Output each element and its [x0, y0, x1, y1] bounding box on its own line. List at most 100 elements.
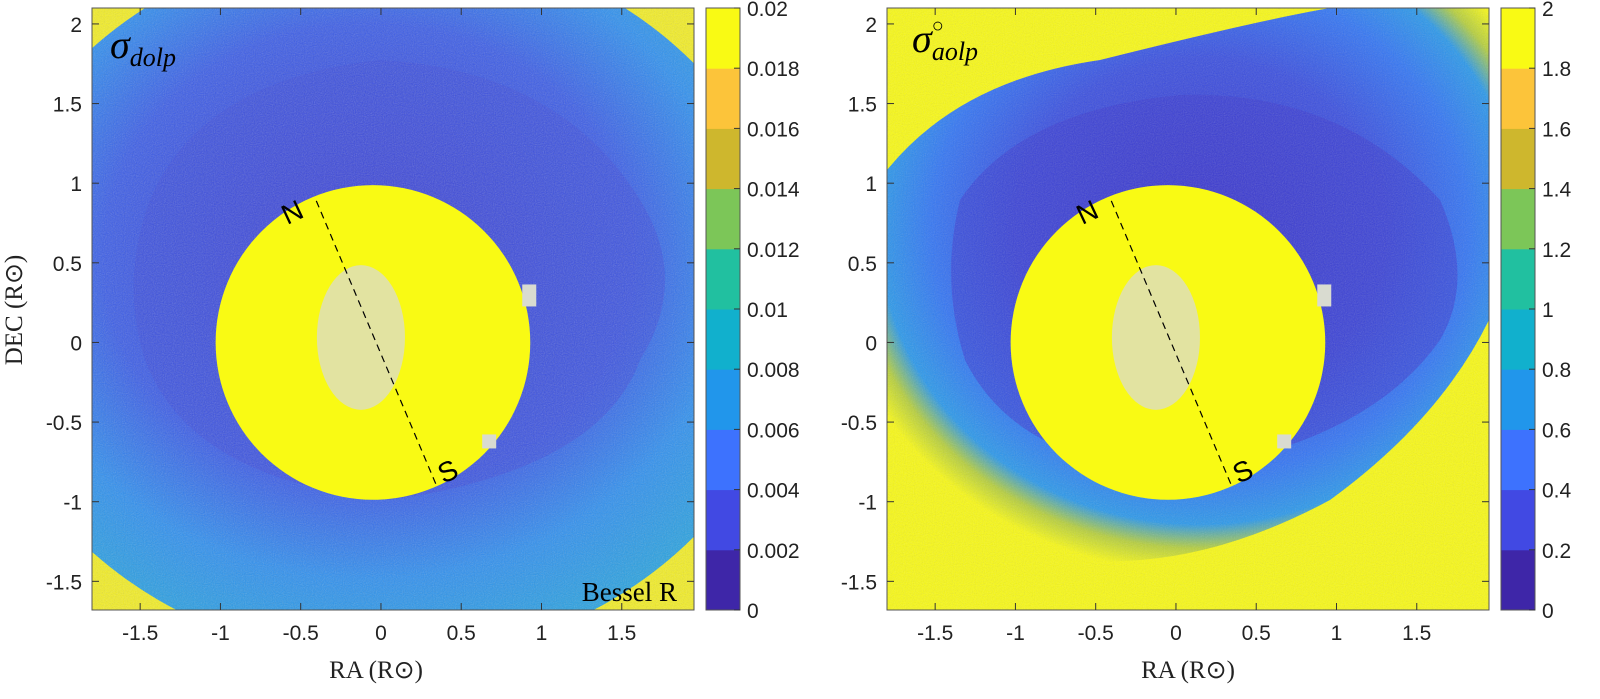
left-x-tick-label: 0 [375, 622, 387, 645]
left-y-tick-label: -0.5 [46, 412, 82, 435]
left-colorbar-tick-label: 0.02 [747, 0, 788, 21]
left-x-tick-label: -0.5 [283, 622, 319, 645]
left-y-tick-label: 0 [70, 332, 82, 355]
left-annotation-subscript: dolp [130, 43, 176, 72]
left-colorbar-level [706, 309, 740, 370]
right-y-tick-label: -1 [858, 492, 877, 515]
left-x-tick-label: -1 [211, 622, 230, 645]
right-colorbar-tick-label: 0 [1542, 600, 1554, 623]
left-colorbar-level [706, 489, 740, 551]
right-colorbar-level [1501, 549, 1535, 611]
right-occulter-arm-lower [1277, 434, 1292, 449]
right-sun-disk: NS [1010, 185, 1332, 500]
left-annotation-symbol: σ [110, 22, 131, 67]
left-x-tick-label: 0.5 [447, 622, 476, 645]
right-x-tick-label: 1.5 [1402, 622, 1431, 645]
left-colorbar-level [706, 68, 740, 129]
right-x-tick-label: -0.5 [1078, 622, 1114, 645]
right-colorbar-tick-label: 0.8 [1542, 359, 1571, 382]
left-band-label: Bessel R [582, 577, 677, 607]
right-colorbar-tick-label: 0.6 [1542, 419, 1571, 442]
right-colorbar-tick-label: 1.4 [1542, 179, 1572, 202]
left-occulter-arm-lower [482, 434, 497, 449]
right-y-tick-label: 1.5 [848, 94, 877, 117]
right-y-tick-label: 0.5 [848, 253, 877, 276]
right-x-tick-label: -1.5 [917, 622, 953, 645]
left-colorbar-tick-label: 0.004 [747, 480, 800, 503]
left-colorbar-tick-label: 0.014 [747, 179, 800, 202]
left-ticks: -1.5 -1 -0.5 0 0.5 1 1.5 -1.5 -1 -0.5 0 0.5 1 1.5 2 [46, 8, 694, 645]
right-colorbar-level [1501, 68, 1535, 129]
left-y-tick-label: -1 [63, 492, 82, 515]
left-colorbar-level [706, 128, 740, 190]
right-colorbar-level [1501, 188, 1535, 250]
left-colorbar-tick-label: 0.008 [747, 359, 800, 382]
left-colorbar-level [706, 369, 740, 430]
left-north-south-axis [315, 200, 437, 485]
right-colorbar-tick-label: 1.6 [1542, 118, 1571, 141]
left-colorbar-tick-label: 0.012 [747, 239, 800, 262]
left-colorbar-level [706, 248, 740, 310]
left-y-axis-label: DEC (R⊙) [1, 255, 28, 366]
right-x-tick-label: -1 [1006, 622, 1025, 645]
right-annotation-superscript: ○ [932, 15, 944, 37]
right-colorbar-tick-label: 0.4 [1542, 480, 1572, 503]
left-colorbar-tick-label: 0.016 [747, 118, 800, 141]
right-heatmap: NS [887, 8, 1489, 610]
right-y-tick-label: 1 [865, 173, 877, 196]
right-annotation: σ○ aolp [912, 15, 978, 66]
right-y-tick-label: -0.5 [841, 412, 877, 435]
right-x-tick-label: 0 [1170, 622, 1182, 645]
left-colorbar-tick-label: 0 [747, 600, 759, 623]
left-heatmap: NS [92, 8, 694, 610]
right-axes-frame [886, 7, 1490, 611]
right-colorbar-level [1501, 369, 1535, 430]
right-panel: NS -1.5 -1 -0.5 0 0.5 1 1.5 -1.5 -1 -0.5 0 0.5 1 1.5 2… [841, 0, 1572, 684]
right-x-tick-label: 1 [1331, 622, 1343, 645]
right-annotation-symbol: σ [912, 16, 933, 61]
left-y-tick-label: 0.5 [53, 253, 82, 276]
right-x-tick-label: 0.5 [1242, 622, 1271, 645]
right-colorbar-level [1501, 8, 1535, 69]
right-colorbar: 0 0.2 0.4 0.6 0.8 1 1.2 1.4 1.6 1.8 2 [1500, 0, 1572, 623]
left-x-tick-label: -1.5 [122, 622, 158, 645]
right-colorbar-tick-label: 0.2 [1542, 540, 1571, 563]
right-y-tick-label: 2 [865, 14, 877, 37]
right-colorbar-tick-label: 2 [1542, 0, 1554, 21]
right-north-south-axis [1110, 200, 1232, 485]
right-colorbar-level [1501, 489, 1535, 551]
left-y-tick-label: 1 [70, 173, 82, 196]
left-y-tick-label: 1.5 [53, 94, 82, 117]
left-colorbar: 0 0.002 0.004 0.006 0.008 0.01 0.012 0.014 0.016… [705, 0, 800, 623]
left-colorbar-tick-label: 0.01 [747, 299, 788, 322]
left-x-tick-label: 1.5 [607, 622, 636, 645]
right-colorbar-tick-label: 1.8 [1542, 58, 1571, 81]
right-colorbar-tick-label: 1 [1542, 299, 1554, 322]
right-colorbar-tick-label: 1.2 [1542, 239, 1571, 262]
left-axes-frame [91, 7, 695, 611]
left-colorbar-tick-label: 0.002 [747, 540, 800, 563]
left-colorbar-level [706, 188, 740, 250]
right-colorbar-level [1501, 128, 1535, 190]
right-colorbar-level [1501, 248, 1535, 310]
left-y-tick-label: -1.5 [46, 571, 82, 594]
right-occulter-arm-upper [1317, 284, 1332, 307]
right-y-tick-label: -1.5 [841, 571, 877, 594]
right-disk-center-speckle [1111, 265, 1200, 410]
right-colorbar-level [1501, 309, 1535, 370]
left-occulter-arm-upper [522, 284, 537, 307]
left-disk-center-speckle [316, 265, 405, 410]
left-x-tick-label: 1 [536, 622, 548, 645]
left-panel: NS -1.5 -1 -0.5 0 0.5 1 1.5 -1.5 -1 -0.5 0 0.5 1 1.5 2… [1, 0, 800, 684]
left-colorbar-tick-label: 0.018 [747, 58, 800, 81]
left-colorbar-tick-label: 0.006 [747, 419, 800, 442]
left-colorbar-level [706, 549, 740, 611]
left-colorbar-level [706, 8, 740, 69]
left-x-axis-label: RA (R⊙) [329, 657, 423, 684]
right-annotation-subscript: aolp [932, 37, 978, 66]
right-colorbar-level [1501, 429, 1535, 491]
left-colorbar-level [706, 429, 740, 491]
left-y-tick-label: 2 [70, 14, 82, 37]
right-x-axis-label: RA (R⊙) [1141, 657, 1235, 684]
